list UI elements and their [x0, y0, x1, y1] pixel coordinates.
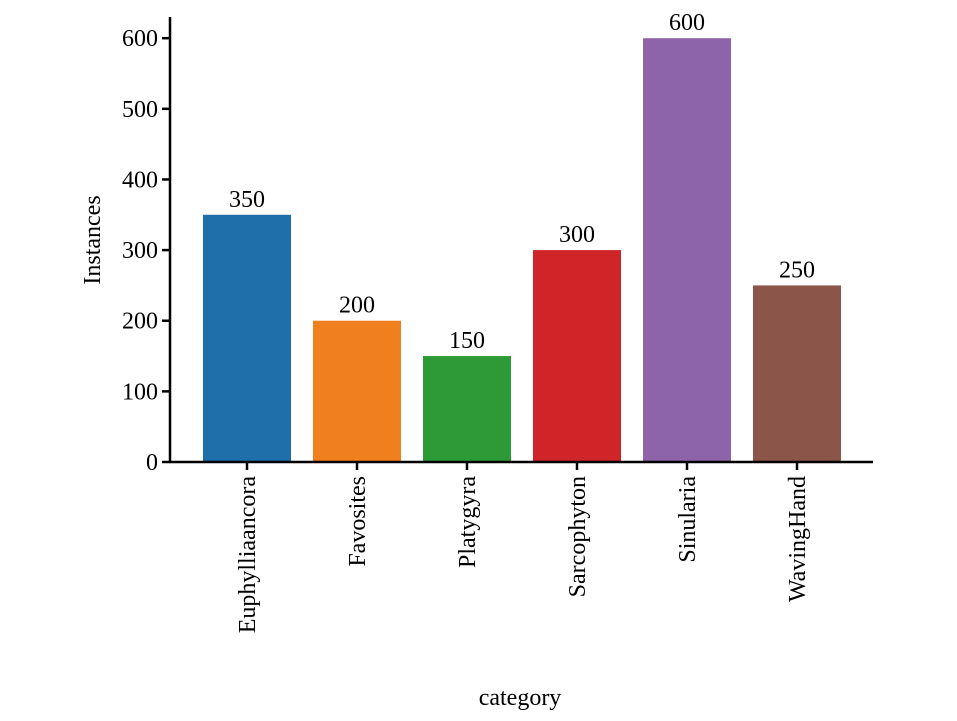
y-tick-label: 400	[122, 167, 158, 193]
y-tick-label: 300	[122, 238, 158, 264]
x-tick-label: Favosites	[345, 476, 371, 567]
x-tick-label: WavingHand	[785, 476, 811, 602]
y-tick-label: 200	[122, 309, 158, 335]
bar	[643, 38, 731, 462]
bar	[203, 214, 291, 462]
bar	[533, 250, 621, 462]
y-tick-label: 600	[122, 26, 158, 52]
value-label: 300	[559, 222, 595, 248]
bar	[313, 320, 401, 462]
x-axis-label: category	[479, 685, 562, 711]
bar	[423, 356, 511, 462]
y-tick-label: 500	[122, 97, 158, 123]
value-label: 250	[779, 257, 815, 283]
value-label: 150	[449, 328, 485, 354]
value-label: 350	[229, 187, 265, 213]
x-tick-label: Platygyra	[455, 476, 481, 568]
y-tick-label: 100	[122, 379, 158, 405]
x-tick-label: Sarcophyton	[565, 476, 591, 597]
x-tick-label: Sinularia	[675, 476, 701, 563]
y-tick-label: 0	[146, 450, 158, 476]
x-tick-label: Euphylliaancora	[235, 476, 261, 634]
bar	[753, 285, 841, 462]
value-label: 200	[339, 293, 375, 319]
y-axis-label: Instances	[80, 195, 106, 284]
value-label: 600	[669, 10, 705, 36]
